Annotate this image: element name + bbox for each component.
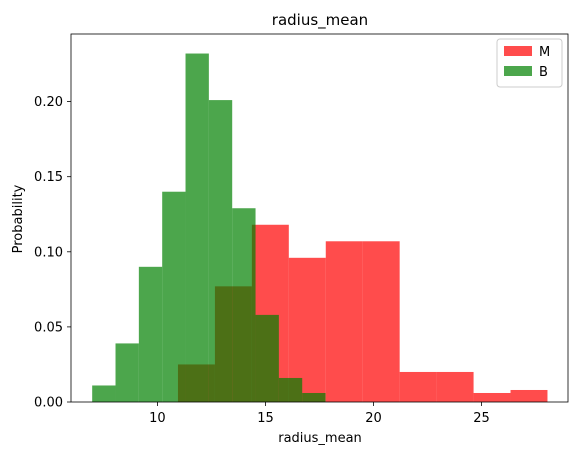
chart-title: radius_mean (272, 11, 368, 30)
axes-layer: 10 15 20 25 0.00 0.05 0.10 0.15 0.20 (34, 33, 569, 426)
y-tick-label-4: 0.20 (34, 95, 63, 110)
y-tick-label-0: 0.00 (34, 396, 63, 411)
bar-B-3 (162, 191, 186, 402)
x-tick-label-2: 20 (365, 411, 382, 426)
bar-M-7 (436, 371, 474, 402)
bar-B-0 (92, 385, 116, 402)
bar-M-8 (473, 392, 511, 402)
bar-B-4 (185, 53, 209, 403)
x-axis-label: radius_mean (278, 431, 362, 446)
legend-swatch-M (504, 46, 532, 56)
x-tick-label-0: 10 (149, 411, 166, 426)
x-tick-label-3: 25 (473, 411, 490, 426)
bar-M-4 (325, 241, 363, 402)
bar-B-2 (138, 266, 163, 402)
legend-label-M: M (539, 45, 550, 60)
bar-M-9 (510, 389, 548, 402)
y-tick-label-2: 0.10 (34, 245, 63, 260)
y-tick-label-1: 0.05 (34, 320, 63, 335)
plot-frame (70, 33, 569, 403)
bar-B-8 (278, 377, 303, 402)
bar-B-6 (232, 208, 256, 402)
legend-label-B: B (539, 65, 548, 80)
y-axis-label: Probability (11, 184, 26, 253)
bar-M-6 (399, 371, 437, 402)
bar-B-9 (302, 392, 326, 402)
y-tick-label-3: 0.15 (34, 170, 63, 185)
legend: MB (496, 38, 563, 88)
series-B (92, 53, 326, 403)
bar-B-7 (255, 314, 279, 402)
bar-B-5 (208, 100, 233, 403)
bars-layer (92, 53, 548, 403)
legend-swatch-B (504, 66, 532, 76)
bar-B-1 (115, 343, 139, 402)
bar-M-5 (362, 241, 400, 402)
x-tick-label-1: 15 (257, 411, 274, 426)
